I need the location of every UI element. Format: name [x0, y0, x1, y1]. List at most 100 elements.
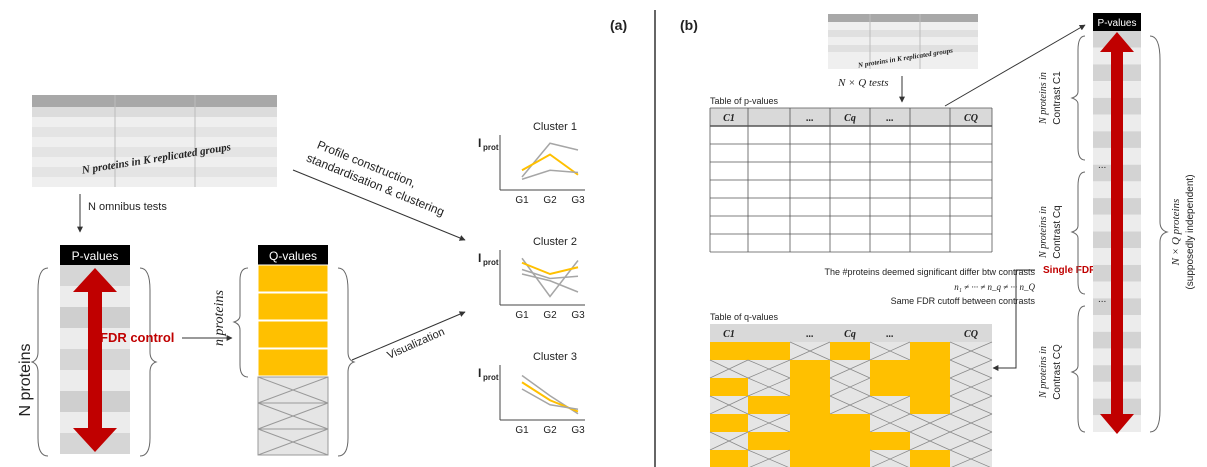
cross-line	[949, 341, 993, 361]
total-brace	[1149, 35, 1169, 433]
qvalue-significant-cell	[257, 348, 329, 377]
qvalue-significant-cell	[790, 378, 830, 396]
n-proteins-label: N proteins	[17, 344, 34, 417]
qvalue-table-header-row	[710, 324, 992, 342]
x-tick-label: G1	[515, 195, 529, 206]
qvalue-significant-cell	[830, 414, 870, 432]
ellipsis-1: ...	[1098, 160, 1106, 171]
cross-line	[869, 395, 911, 415]
cross-line	[829, 359, 871, 379]
y-axis-sub-label: prot	[483, 373, 499, 382]
qvalue-significant-cell	[748, 432, 790, 450]
significant-line1: The #proteins deemed significant differ …	[825, 267, 1036, 277]
qvalues-right-brace	[337, 267, 356, 457]
y-axis-label: I	[478, 136, 481, 150]
significant-line2: n₁ ≠ ··· ≠ n_q ≠ ··· n_Q	[954, 282, 1035, 292]
total-label-line1: N × Q proteins	[1170, 199, 1182, 267]
cluster-title: Cluster 1	[533, 121, 577, 133]
qvalue-significant-cell	[830, 342, 870, 360]
x-tick-label: G3	[571, 195, 585, 206]
qvalue-significant-cell	[830, 450, 870, 467]
panel-b-label: (b)	[680, 17, 698, 33]
cross-line	[709, 431, 749, 451]
contrast-q-label-b: Contrast Cq	[1052, 205, 1063, 258]
cross-line	[909, 431, 951, 451]
visualization-arrow	[351, 311, 466, 361]
single-fdr-label: Single FDR control	[1043, 265, 1133, 276]
qvalue-table-title: Table of q-values	[710, 312, 779, 322]
qvalue-significant-cell	[910, 342, 950, 360]
qvalue-significant-cell	[790, 360, 830, 378]
panel-a-label: (a)	[610, 17, 627, 33]
pvalue-table-header: CQ	[964, 113, 978, 124]
cross-line	[949, 413, 993, 433]
total-label-line2: (supposedly independent)	[1185, 174, 1196, 289]
qvalue-table: C1... Cq... CQ	[709, 324, 993, 467]
contrast-1-label-a: N proteins in	[1038, 72, 1049, 125]
cluster-chart-1: Cluster 1 I prot G1 G2 G3	[478, 121, 585, 206]
pvalue-table-header: C1	[723, 113, 735, 124]
qvalue-significant-cell	[790, 450, 830, 467]
cross-line	[869, 413, 911, 433]
contrast-1-brace	[1070, 35, 1086, 161]
significant-line3: Same FDR cutoff between contrasts	[891, 296, 1036, 306]
cross-line	[829, 395, 871, 415]
small-n-proteins-label: n proteins	[212, 290, 227, 346]
qvalue-significant-cell	[870, 360, 910, 378]
cross-line	[257, 402, 329, 430]
cross-line	[747, 413, 791, 433]
pvalue-table-header-row	[710, 108, 992, 126]
qvalue-significant-cell	[830, 432, 870, 450]
y-axis-label: I	[478, 251, 481, 265]
cross-line	[257, 376, 329, 404]
profile-line	[521, 388, 579, 410]
y-axis-sub-label: prot	[483, 143, 499, 152]
cross-line	[829, 377, 871, 397]
qvalue-significant-cell	[870, 432, 910, 450]
qvalue-table-header: C1	[723, 329, 735, 340]
cross-line	[747, 359, 791, 379]
qvalue-significant-cell	[870, 378, 910, 396]
pvalue-table-header: ...	[806, 113, 814, 124]
y-axis-label: I	[478, 366, 481, 380]
cluster-chart-3: Cluster 3 I prot G1 G2 G3	[478, 351, 585, 436]
qvalue-significant-cell	[910, 378, 950, 396]
qvalue-table-header: CQ	[964, 329, 978, 340]
pvalue-table-title: Table of p-values	[710, 96, 779, 106]
cross-line	[789, 341, 831, 361]
qvalue-significant-cell	[257, 264, 329, 293]
pvalues-column-b: P-values	[1093, 13, 1141, 434]
profile-line	[521, 268, 579, 280]
x-tick-label: G3	[571, 310, 585, 321]
profile-line	[521, 169, 579, 180]
qvalue-significant-cell	[790, 414, 830, 432]
omnibus-label: N omnibus tests	[88, 201, 167, 213]
tests-label: N × Q tests	[837, 77, 889, 89]
profile-line	[521, 261, 579, 276]
qvalue-table-header: ...	[806, 329, 814, 340]
cross-line	[949, 395, 993, 415]
cross-line	[949, 377, 993, 397]
profile-line	[521, 273, 579, 293]
cluster-title: Cluster 3	[533, 351, 577, 363]
x-tick-label: G2	[543, 195, 557, 206]
qvalues-column: Q-values	[257, 245, 329, 456]
n-proteins-brace-left	[232, 267, 249, 378]
cross-line	[747, 377, 791, 397]
visualization-label: Visualization	[385, 326, 446, 362]
contrast-Q-brace	[1070, 305, 1086, 433]
contrast-1-label-b: Contrast C1	[1052, 71, 1063, 125]
ellipsis-2: ...	[1098, 294, 1106, 305]
qvalue-significant-cell	[910, 396, 950, 414]
cross-line	[949, 431, 993, 451]
qvalue-significant-cell	[257, 292, 329, 321]
input-table-a: N proteins in K replicated groups	[32, 95, 277, 187]
qvalue-significant-cell	[910, 360, 950, 378]
x-tick-label: G2	[543, 310, 557, 321]
cross-line	[871, 449, 911, 467]
cluster-title: Cluster 2	[533, 236, 577, 248]
x-tick-label: G3	[571, 425, 585, 436]
contrast-q-brace	[1070, 171, 1086, 295]
x-tick-label: G2	[543, 425, 557, 436]
